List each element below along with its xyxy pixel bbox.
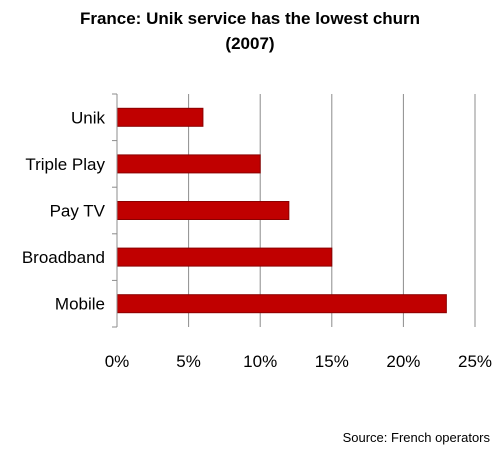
bar-unik (116, 107, 204, 127)
axes (112, 93, 118, 328)
category-labels: Unik Triple Play Pay TV Broadband Mobile (22, 108, 106, 313)
x-tick-label: 25% (458, 352, 492, 371)
bar-broadband (116, 247, 333, 267)
x-tick-label: 0% (105, 352, 130, 371)
chart-title-line-1: France: Unik service has the lowest chur… (79, 9, 421, 28)
chart-title-line-2: (2007) (225, 34, 275, 53)
bars (116, 107, 447, 314)
category-label: Pay TV (50, 202, 106, 221)
x-tick-label: 5% (176, 352, 201, 371)
category-label: Unik (71, 108, 106, 127)
x-tick-labels: 0% 5% 10% 15% 20% 25% (105, 352, 492, 371)
bar-triple-play (116, 154, 261, 174)
category-label: Mobile (55, 295, 105, 314)
category-label: Triple Play (25, 155, 105, 174)
category-label: Broadband (22, 248, 105, 267)
bar-pay-tv (116, 201, 290, 220)
x-tick-label: 10% (243, 352, 277, 371)
x-tick-label: 20% (386, 352, 420, 371)
x-tick-label: 15% (315, 352, 349, 371)
chart-title: France: Unik service has the lowest chur… (0, 6, 500, 56)
source-note: Source: French operators (342, 430, 490, 445)
bar-mobile (116, 294, 447, 314)
